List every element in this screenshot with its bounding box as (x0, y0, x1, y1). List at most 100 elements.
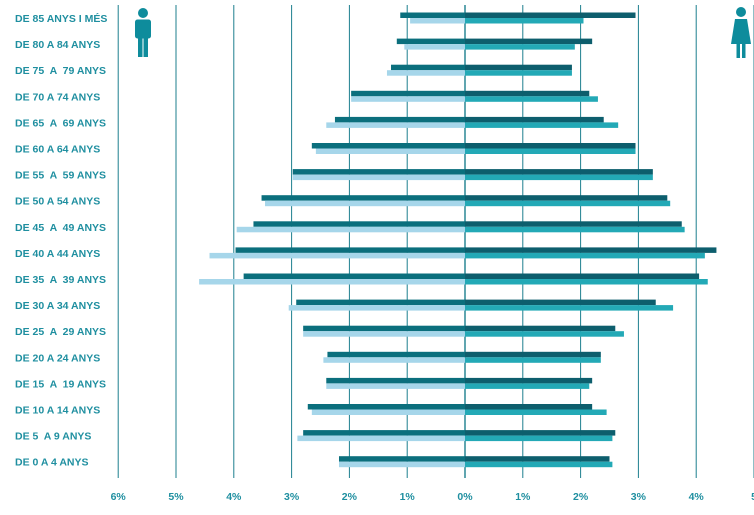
bar-right-light (465, 70, 572, 76)
bar-left-light (338, 461, 465, 468)
x-tick-label: 1% (515, 491, 531, 503)
x-tick-label: 2% (573, 491, 589, 503)
bar-right-light (465, 44, 575, 50)
bar-right-dark (465, 430, 616, 436)
bar-left-dark (391, 64, 465, 71)
age-group-label: DE 75 A 79 ANYS (15, 65, 106, 77)
age-group-label: DE 25 A 29 ANYS (15, 326, 106, 338)
bar-left-light (265, 200, 465, 207)
bar-left-dark (253, 221, 465, 227)
bar-right-dark (465, 247, 717, 253)
bar-left-light (311, 409, 465, 415)
bar-left-light (386, 70, 465, 76)
age-group-label: DE 5 A 9 ANYS (15, 431, 91, 443)
age-group-label: DE 40 A 44 ANYS (15, 248, 100, 260)
bar-right-dark (465, 456, 610, 462)
x-tick-label: 3% (631, 491, 647, 503)
age-group-label: DE 20 A 24 ANYS (15, 352, 100, 364)
x-tick-label: 6% (111, 491, 127, 503)
bar-left-light (351, 96, 465, 102)
bar-right-dark (465, 325, 616, 332)
x-tick-label: 1% (400, 491, 416, 503)
bar-left-dark (292, 169, 465, 175)
bar-right-dark (465, 169, 653, 175)
x-tick-label: 3% (284, 491, 300, 503)
bar-right-light (465, 252, 705, 259)
age-group-label: DE 0 A 4 ANYS (15, 457, 89, 469)
x-tick-label: 4% (226, 491, 242, 503)
x-tick-label: 5% (168, 491, 184, 503)
bar-right-dark (465, 273, 700, 279)
bar-right-dark (465, 90, 590, 97)
bar-left-light (236, 226, 465, 233)
bar-left-dark (303, 325, 465, 332)
bar-right-light (465, 96, 598, 102)
bar-right-light (465, 148, 636, 154)
bar-right-light (465, 331, 624, 337)
bar-right-dark (465, 195, 668, 201)
age-group-label: DE 10 A 14 ANYS (15, 405, 100, 417)
bar-left-dark (396, 38, 465, 45)
bar-right-light (465, 357, 601, 363)
bar-left-light (323, 357, 465, 363)
bar-right-light (465, 200, 671, 207)
bar-left-light (209, 252, 465, 259)
age-group-label: DE 30 A 34 ANYS (15, 300, 100, 312)
bar-right-dark (465, 143, 636, 149)
bar-left-dark (235, 247, 465, 253)
bar-right-dark (465, 377, 593, 384)
bar-right-dark (465, 351, 601, 358)
x-tick-label: 0% (457, 491, 473, 503)
bar-right-dark (465, 404, 593, 410)
bar-left-light (410, 18, 465, 24)
bar-left-dark (334, 116, 465, 123)
bar-right-light (465, 435, 613, 442)
bar-left-dark (351, 90, 465, 97)
woman-icon (731, 7, 751, 58)
bar-left-dark (296, 299, 465, 306)
bar-left-dark (326, 377, 465, 384)
x-tick-label: 4% (689, 491, 705, 503)
bar-right-dark (465, 38, 593, 45)
bar-left-dark (338, 456, 465, 462)
bar-left-dark (243, 273, 465, 279)
bar-left-dark (261, 195, 465, 201)
bar-left-light (404, 44, 465, 50)
age-group-label: DE 15 A 19 ANYS (15, 378, 106, 390)
bar-right-dark (465, 12, 636, 18)
bar-left-light (288, 305, 465, 311)
age-group-label: DE 60 A 64 ANYS (15, 144, 100, 156)
bar-right-dark (465, 116, 604, 123)
bar-left-dark (311, 143, 465, 149)
age-group-label: DE 70 A 74 ANYS (15, 91, 100, 103)
bar-right-light (465, 226, 685, 233)
bar-right-light (465, 18, 584, 24)
bar-right-dark (465, 221, 682, 227)
gridlines (117, 5, 754, 478)
age-group-label: DE 55 A 59 ANYS (15, 170, 106, 182)
x-axis-tick-labels: 6% 5% 4% 3% 2% 1% 0% 1% 2% 3% 4% 5 (111, 491, 754, 503)
bar-left-light (326, 122, 465, 128)
bar-right-light (465, 383, 590, 389)
bar-left-dark (400, 12, 465, 18)
bar-left-dark (303, 430, 465, 436)
bar-right-light (465, 174, 653, 181)
bar-right-dark (465, 64, 572, 71)
bar-right-light (465, 409, 607, 415)
age-group-label: DE 80 A 84 ANYS (15, 39, 100, 51)
bar-left-dark (307, 404, 465, 410)
age-group-label: DE 35 A 39 ANYS (15, 274, 106, 286)
x-tick-label: 2% (342, 491, 358, 503)
bar-left-light (315, 148, 465, 154)
age-group-label: DE 50 A 54 ANYS (15, 196, 100, 208)
man-icon (135, 8, 151, 57)
bar-right-light (465, 122, 619, 128)
age-group-label: DE 45 A 49 ANYS (15, 222, 106, 234)
bar-right-light (465, 305, 674, 311)
bar-right-dark (465, 299, 656, 306)
bar-left-light (292, 174, 465, 181)
bars (199, 12, 717, 468)
bar-right-light (465, 461, 613, 468)
bar-right-light (465, 279, 708, 285)
